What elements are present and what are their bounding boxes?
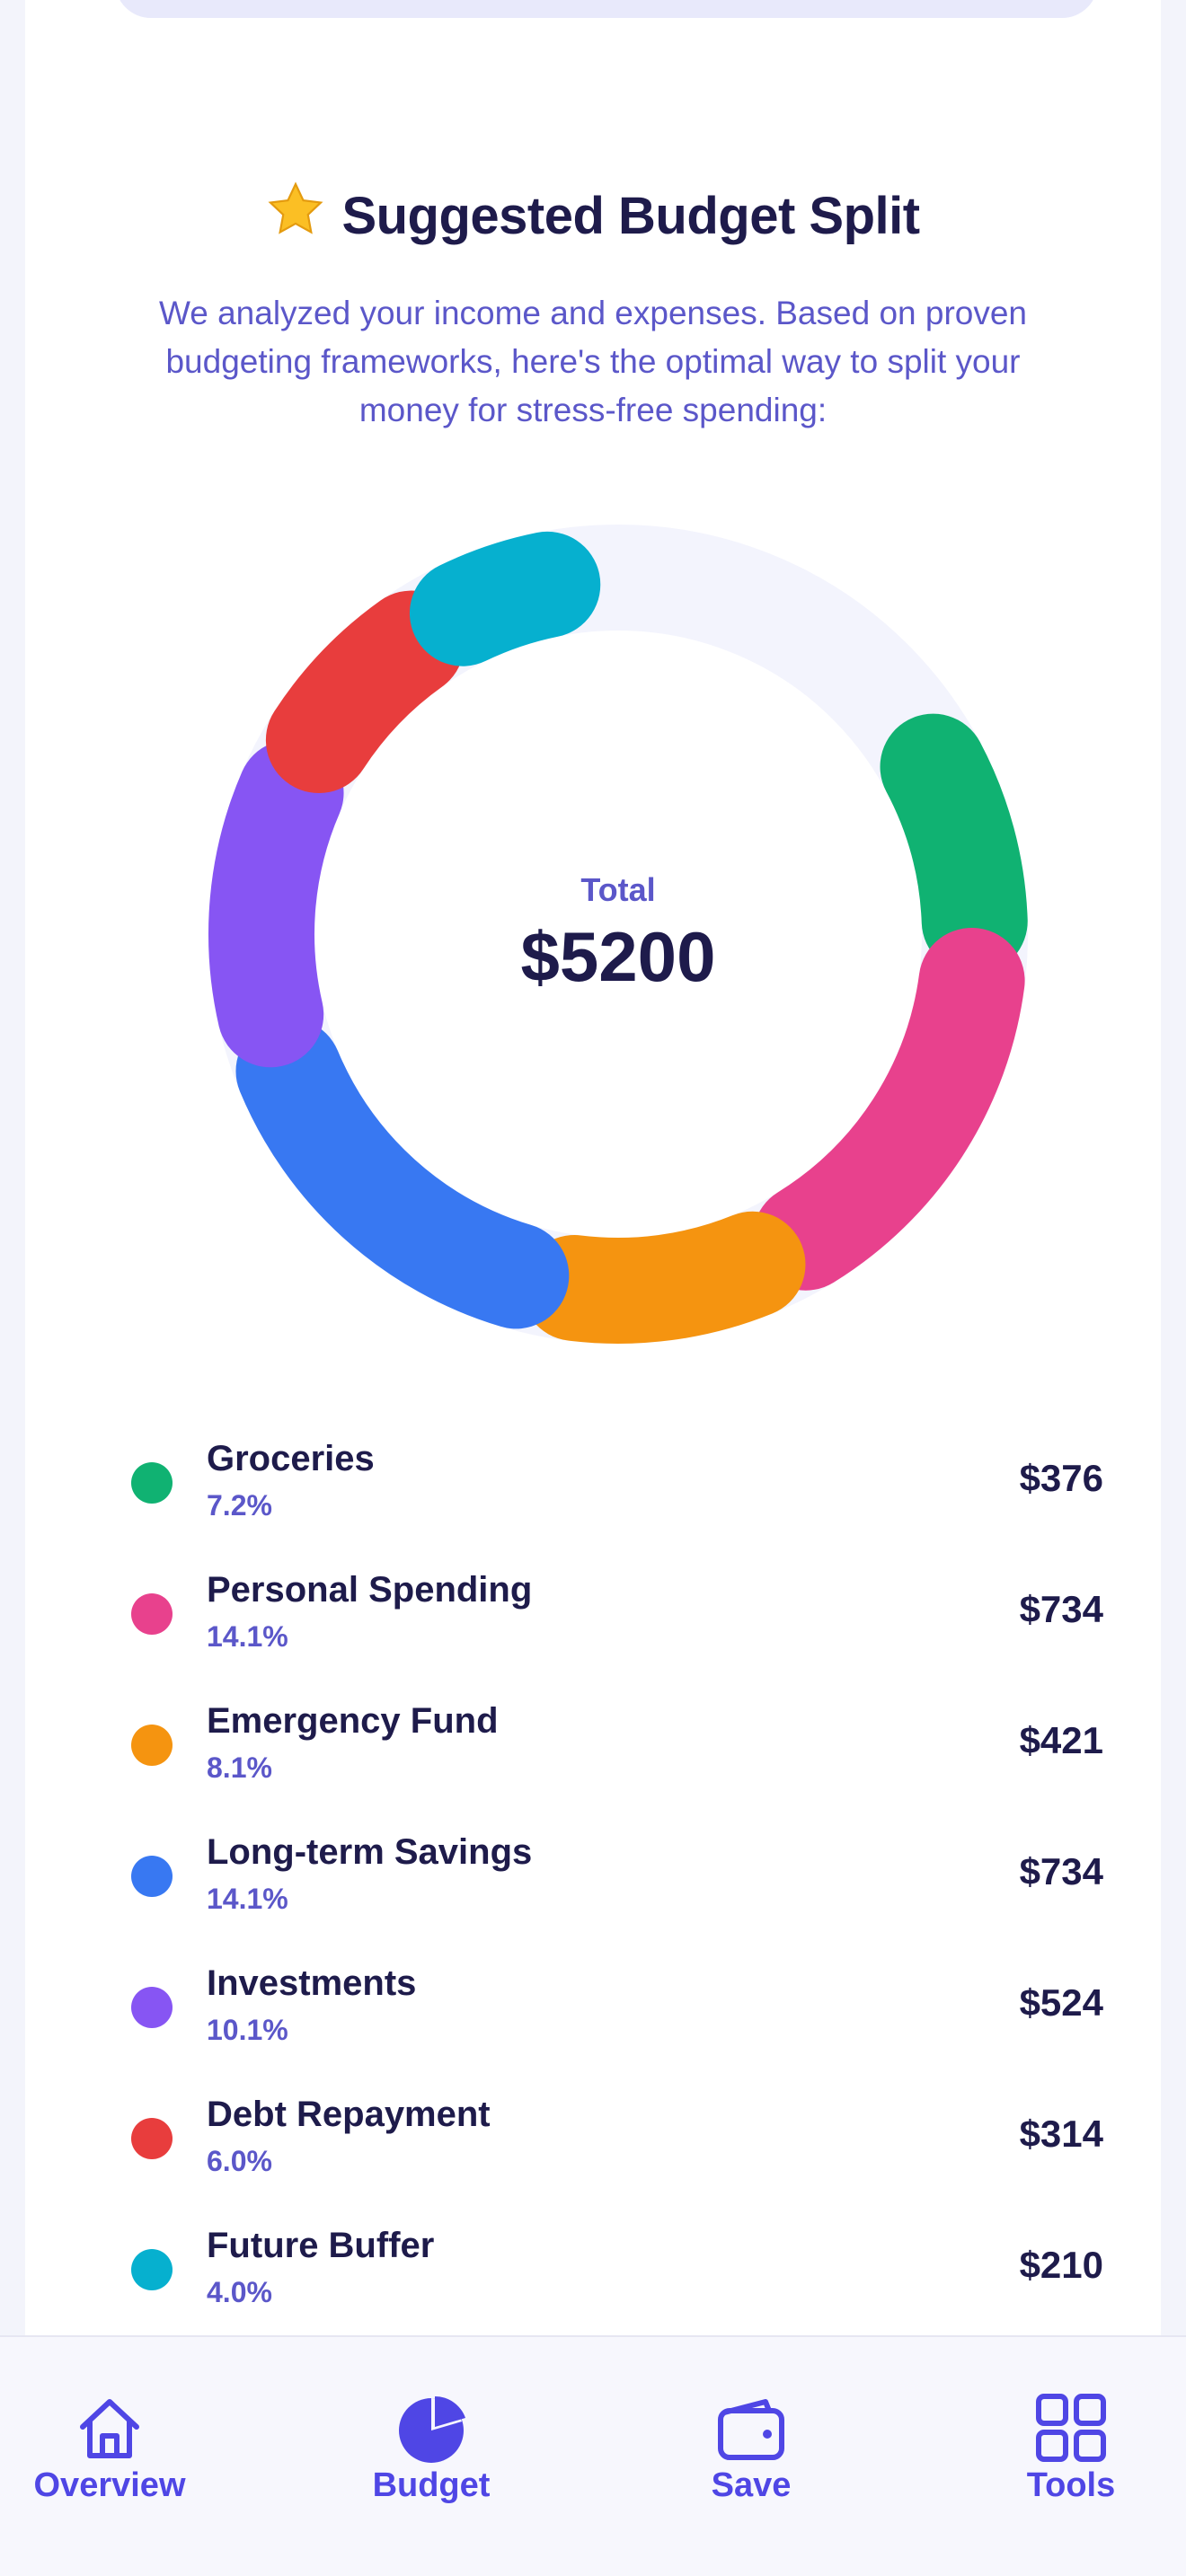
legend-item-name: Long-term Savings (207, 1832, 533, 1872)
bottom-tab-bar: Overview Budget Save (0, 2335, 1186, 2576)
legend-item: Personal Spending 14.1% $734 (106, 1559, 1103, 1690)
legend-item-percent: 6.0% (207, 2145, 272, 2177)
tab-tools[interactable]: Tools (954, 2393, 1186, 2505)
tab-overview-label: Overview (33, 2466, 186, 2504)
tab-save[interactable]: Save (634, 2393, 868, 2505)
donut-segment-long-term-savings (235, 1018, 570, 1329)
legend-item-name: Investments (207, 1963, 417, 2003)
legend-item: Future Buffer 4.0% $210 (106, 2215, 1103, 2346)
legend-color-dot (131, 1593, 173, 1635)
star-icon (266, 180, 325, 251)
legend-item-name: Future Buffer (207, 2226, 435, 2265)
budget-legend: Groceries 7.2% $376 Personal Spending 14.1% $… (106, 1428, 1103, 2346)
donut-center-total: $5200 (520, 917, 716, 996)
legend-item-name: Emergency Fund (207, 1701, 499, 1741)
legend-item-name: Groceries (207, 1439, 375, 1478)
legend-item-percent: 4.0% (207, 2276, 272, 2308)
legend-item-amount: $421 (1019, 1719, 1103, 1761)
donut-svg (208, 525, 1028, 1344)
legend-color-dot (131, 1462, 173, 1504)
donut-segment-groceries (880, 713, 1028, 975)
wallet-icon (634, 2393, 868, 2463)
pie-chart-icon (314, 2393, 548, 2463)
page-title-text: Suggested Budget Split (341, 187, 920, 245)
legend-item: Debt Repayment 6.0% $314 (106, 2084, 1103, 2215)
legend-item-amount: $314 (1019, 2113, 1103, 2155)
page-title: Suggested Budget Split (25, 180, 1161, 251)
legend-item-amount: $734 (1019, 1588, 1103, 1630)
legend-item: Long-term Savings 14.1% $734 (106, 1822, 1103, 1953)
legend-item-amount: $376 (1019, 1457, 1103, 1499)
legend-item-percent: 14.1% (207, 1883, 288, 1915)
tab-overview[interactable]: Overview (0, 2393, 226, 2505)
donut-segment-emergency-fund (521, 1211, 806, 1344)
donut-segment-debt-repayment (265, 590, 465, 794)
legend-color-dot (131, 1856, 173, 1897)
legend-color-dot (131, 1987, 173, 2028)
tab-budget-label: Budget (372, 2466, 491, 2504)
legend-item: Groceries 7.2% $376 (106, 1428, 1103, 1559)
legend-item-amount: $734 (1019, 1850, 1103, 1892)
donut-segment-future-buffer (409, 531, 601, 666)
legend-color-dot (131, 2118, 173, 2159)
previous-card-edge (115, 0, 1098, 18)
legend-color-dot (131, 2249, 173, 2290)
page-subtitle: We analyzed your income and expenses. Ba… (158, 295, 1028, 428)
legend-item-amount: $524 (1019, 1981, 1103, 2024)
home-icon (0, 2393, 226, 2463)
legend-color-dot (131, 1725, 173, 1766)
legend-item: Investments 10.1% $524 (106, 1953, 1103, 2084)
legend-item-name: Debt Repayment (207, 2095, 491, 2134)
legend-item-percent: 8.1% (207, 1751, 272, 1784)
tab-tools-label: Tools (1026, 2466, 1116, 2504)
tab-budget[interactable]: Budget (314, 2393, 548, 2505)
donut-segment-investments (208, 739, 344, 1068)
legend-item-percent: 7.2% (207, 1489, 272, 1522)
budget-donut-chart: Total $5200 (205, 521, 1031, 1347)
budget-card: Suggested Budget Split We analyzed your … (25, 0, 1161, 2335)
donut-segment-personal-spending (752, 927, 1025, 1291)
legend-item: Emergency Fund 8.1% $421 (106, 1690, 1103, 1822)
grid-icon (954, 2393, 1186, 2463)
legend-item-percent: 10.1% (207, 2014, 288, 2046)
legend-item-percent: 14.1% (207, 1620, 288, 1653)
tab-save-label: Save (711, 2466, 792, 2504)
legend-item-name: Personal Spending (207, 1570, 533, 1610)
donut-center-label: Total (580, 871, 656, 908)
legend-item-amount: $210 (1019, 2244, 1103, 2286)
